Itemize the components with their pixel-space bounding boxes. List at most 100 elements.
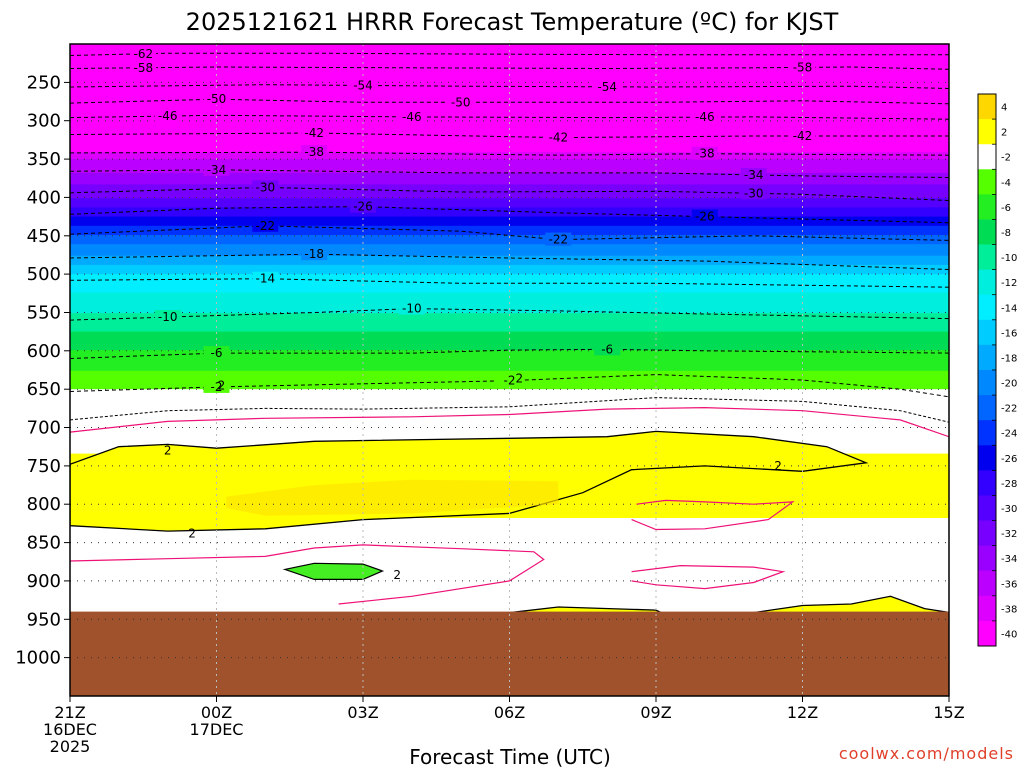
- y-tick-label: 850: [27, 533, 61, 554]
- temperature-band: [70, 561, 949, 565]
- temperature-band: [70, 172, 949, 176]
- temperature-band: [70, 543, 949, 547]
- temperature-band: [70, 248, 949, 252]
- colorbar-label: -30: [1001, 504, 1017, 515]
- temperature-band: [70, 598, 949, 602]
- pink-isotherm: [70, 406, 949, 438]
- colorbar-legend: 4 2 -2 -4 -6 -8 -10 -12 -14 -16 -18 -20 -22 -24 -26 -28…: [977, 93, 1017, 647]
- temperature-band: [70, 396, 949, 399]
- temperature-band: [70, 308, 949, 312]
- temperature-band: [70, 198, 949, 202]
- temperature-band: [70, 53, 949, 57]
- isotherm-label: -46: [402, 110, 422, 124]
- temperature-band: [70, 94, 949, 98]
- temperature-band: [70, 299, 949, 303]
- temperature-band: [70, 154, 949, 158]
- temperature-band: [70, 292, 949, 296]
- y-tick-label: 800: [27, 494, 61, 515]
- colorbar-label: -34: [1001, 554, 1017, 565]
- isotherm-line: [70, 374, 949, 398]
- temperature-band: [70, 228, 949, 231]
- temperature-band: [70, 71, 949, 75]
- isotherm-label: -2: [504, 374, 516, 388]
- isotherm-label-bg: [203, 162, 230, 176]
- temperature-band: [70, 575, 949, 579]
- colorbar-label: -26: [1001, 454, 1017, 465]
- pink-isotherm: [70, 544, 545, 605]
- temperature-band: [70, 531, 949, 535]
- isotherm-label-bg: [203, 92, 230, 106]
- isotherm-contours: -62-58 -58-54 -54-50 -50-46 -46 -46-42 -42 -42-…: [70, 46, 949, 605]
- isotherm-label-bg: [398, 301, 425, 315]
- y-tick-label: 650: [27, 379, 61, 400]
- isotherm-label-bg: [203, 346, 230, 360]
- temperature-band: [70, 405, 949, 409]
- temperature-band: [70, 370, 949, 374]
- x-tick-label: 06Z: [494, 703, 525, 722]
- temperature-band: [70, 423, 949, 427]
- isotherm-label-bg: [301, 126, 328, 139]
- temperature-band: [70, 386, 949, 390]
- temperature-band: [70, 306, 949, 310]
- y-tick-label: 700: [27, 418, 61, 439]
- temperature-band: [70, 603, 949, 607]
- isotherm-label-bg: [545, 130, 572, 144]
- colorbar-label: -36: [1001, 579, 1017, 590]
- temperature-band: [70, 400, 949, 404]
- temperature-band: [70, 281, 949, 284]
- colorbar-swatch: [978, 94, 996, 120]
- temperature-band: [70, 545, 949, 549]
- colorbar-swatch: [978, 495, 996, 522]
- temperature-band: [70, 345, 949, 349]
- isotherm-label-bg: [740, 186, 767, 200]
- colorbar-swatch: [978, 370, 996, 396]
- temperature-band: [70, 527, 949, 531]
- freezing-isotherm: [70, 397, 949, 423]
- pink-isotherm: [631, 564, 786, 590]
- isotherm-label-bg: [350, 78, 376, 92]
- temperature-band: [70, 359, 949, 363]
- colorbar-label: -6: [1001, 203, 1011, 214]
- temperature-band: [70, 269, 949, 273]
- temperature-band: [70, 389, 949, 393]
- isotherm-label: -42: [304, 126, 324, 140]
- isotherm-label-bg: [691, 110, 718, 124]
- temperature-band: [70, 179, 949, 183]
- contour-value-label: 2: [164, 444, 172, 458]
- colorbar-label: -16: [1001, 328, 1017, 339]
- temperature-band: [70, 329, 949, 333]
- temperature-band: [70, 119, 949, 123]
- isotherm-label-bg: [130, 46, 157, 60]
- temperature-band: [70, 78, 949, 82]
- colorbar-label: -8: [1001, 228, 1011, 239]
- temperature-band: [70, 419, 949, 422]
- temperature-band: [70, 310, 949, 314]
- y-tick-label: 400: [27, 187, 61, 208]
- x-tick-label: 21Z: [54, 703, 85, 722]
- isotherm-label: -6: [211, 346, 223, 360]
- colorbar-swatch: [978, 545, 996, 572]
- temperature-band: [70, 414, 949, 418]
- credit-text[interactable]: coolwx.com/models: [839, 744, 1014, 763]
- temperature-band: [70, 170, 949, 174]
- temperature-band: [70, 147, 949, 151]
- temperature-band: [70, 610, 949, 613]
- isotherm-label-bg: [740, 167, 767, 181]
- colorbar-swatch: [978, 169, 996, 195]
- colorbar-swatch: [978, 344, 996, 371]
- temperature-band: [70, 534, 949, 538]
- warm-layer: [738, 595, 949, 616]
- temperature-band: [70, 513, 949, 517]
- isotherm-line: [70, 253, 949, 270]
- temperature-band: [70, 64, 949, 68]
- isotherm-label-bg: [350, 199, 376, 213]
- isotherm-label-bg: [447, 95, 474, 109]
- isotherm-label: -34: [744, 168, 764, 182]
- temperature-band: [70, 101, 949, 105]
- isotherm-line: [70, 84, 949, 89]
- isotherm-label: -26: [353, 200, 373, 214]
- temperature-band: [70, 412, 949, 416]
- temperature-band: [70, 138, 949, 142]
- isotherm-line: [70, 206, 949, 224]
